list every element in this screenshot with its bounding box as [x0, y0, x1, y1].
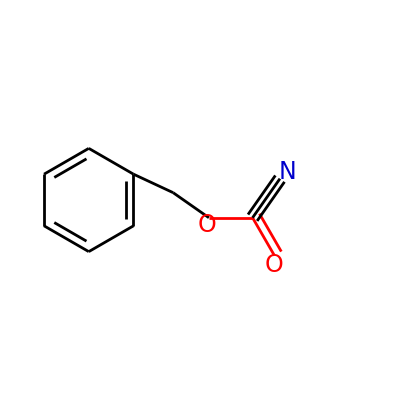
Text: O: O [265, 254, 284, 278]
Text: N: N [278, 160, 296, 184]
Text: O: O [197, 213, 216, 237]
